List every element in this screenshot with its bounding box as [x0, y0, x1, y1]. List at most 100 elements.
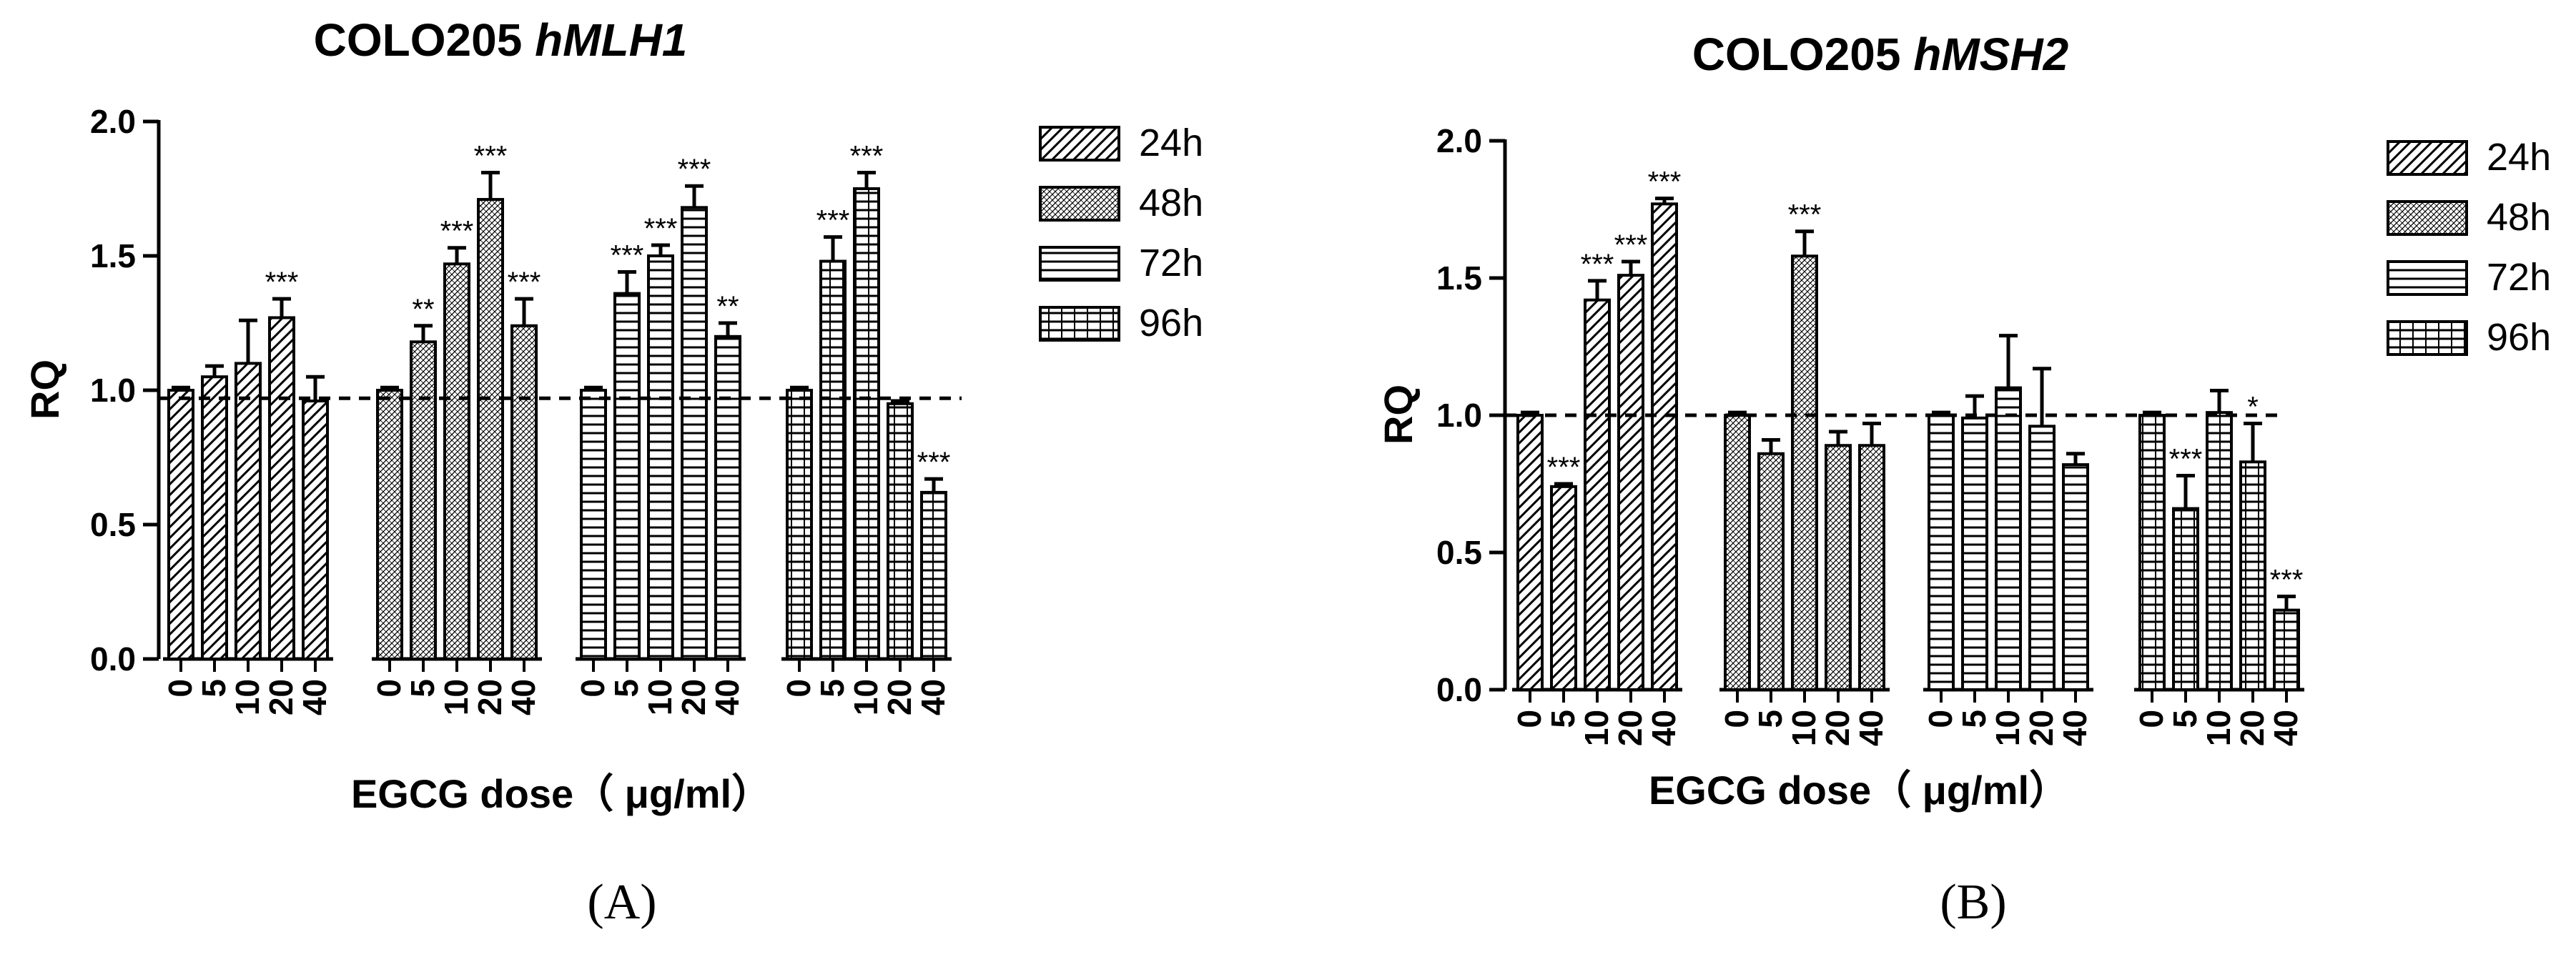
x-tick-label: 40	[505, 679, 542, 715]
legend-a: 24h 48h 72h 96h	[1039, 122, 1203, 344]
x-tick-label: 20	[675, 679, 712, 715]
x-tick-label: 5	[1752, 710, 1789, 728]
legend-swatch	[1039, 306, 1120, 342]
x-tick-label: 20	[262, 679, 300, 715]
x-tick-label: 0	[2133, 710, 2170, 728]
x-tick-label: 10	[438, 679, 475, 715]
bar	[819, 259, 847, 660]
y-tick-label: 1.5	[90, 237, 136, 274]
x-tick-label: 40	[2267, 710, 2304, 746]
bar	[410, 340, 437, 660]
x-tick-label: 10	[1785, 710, 1822, 746]
significance-label: ***	[474, 140, 508, 172]
title-a: COLO205 hMLH1	[314, 14, 688, 66]
x-tick-label: 0	[574, 679, 611, 698]
x-tick-label: 0	[370, 679, 408, 698]
legend-label: 72h	[2487, 256, 2551, 299]
bar	[714, 334, 741, 660]
bar	[1584, 298, 1611, 692]
bar	[302, 400, 329, 660]
plot-area-b: 0.00.51.01.52.005***10***20***40***0510*…	[1436, 122, 2304, 746]
x-tick-label: 5	[195, 679, 232, 698]
x-tick-label: 5	[608, 679, 645, 698]
xlabel-b: EGCG dose（ μg/ml）	[1649, 768, 2069, 813]
significance-label: ***	[265, 267, 299, 298]
bar	[2062, 463, 2089, 691]
bar	[786, 389, 813, 660]
y-tick-label: 0.5	[90, 506, 136, 543]
legend-b: 24h 48h 72h 96h	[2387, 136, 2551, 359]
x-tick-label: 10	[2200, 710, 2237, 746]
legend-label: 96h	[1139, 302, 1203, 344]
significance-label: ***	[2169, 443, 2203, 475]
y-tick-label: 0.0	[1436, 671, 1482, 708]
panel-label-b: (B)	[1940, 875, 2006, 930]
bar	[201, 375, 228, 660]
bar	[268, 316, 295, 660]
significance-label: ***	[1788, 199, 1822, 231]
legend-swatch	[1039, 186, 1120, 222]
x-tick-label: 10	[1989, 710, 2026, 746]
x-tick-label: 5	[814, 679, 851, 698]
bar	[1757, 452, 1785, 691]
significance-label: ***	[1581, 249, 1614, 280]
significance-label: ***	[917, 447, 951, 478]
legend-label: 48h	[1139, 182, 1203, 224]
x-tick-label: 20	[2023, 710, 2060, 746]
significance-label: *	[2247, 392, 2259, 423]
significance-label: ***	[508, 267, 541, 298]
bar	[1858, 444, 1885, 691]
x-tick-label: 40	[709, 679, 746, 715]
bar	[1724, 414, 1751, 691]
x-tick-label: 5	[1544, 710, 1581, 728]
y-tick-label: 0.0	[90, 640, 136, 678]
significance-label: ***	[850, 140, 884, 172]
legend-label: 72h	[1139, 242, 1203, 284]
x-tick-label: 40	[914, 679, 952, 715]
bar	[1995, 386, 2022, 691]
y-tick-label: 1.0	[90, 372, 136, 409]
bar	[510, 324, 538, 660]
bar	[2239, 460, 2266, 692]
bar	[1516, 414, 1544, 691]
y-tick-label: 2.0	[1436, 122, 1482, 159]
panel-label-a: (A)	[587, 875, 656, 930]
xlabel-a: EGCG dose（ μg/ml）	[351, 771, 771, 816]
y-tick-label: 0.5	[1436, 534, 1482, 571]
significance-label: ***	[644, 213, 678, 244]
bar	[613, 292, 641, 660]
legend-swatch	[2387, 200, 2468, 236]
y-tick-label: 1.5	[1436, 259, 1482, 297]
bar	[887, 402, 914, 660]
y-tick-label: 1.0	[1436, 397, 1482, 434]
bar	[1961, 416, 1988, 692]
significance-label: ***	[611, 240, 644, 272]
significance-label: ***	[816, 205, 850, 237]
bar	[2138, 414, 2166, 691]
significance-label: ***	[1614, 229, 1648, 261]
bar	[1550, 485, 1577, 692]
x-tick-label: 0	[1511, 710, 1548, 728]
panel-a: COLO205 hMLH1 RQ EGCG dose（ μg/ml） (A) 0…	[22, 14, 1203, 930]
bar	[1617, 274, 1644, 692]
bar	[2206, 411, 2233, 691]
significance-label: ***	[440, 216, 474, 247]
bar	[235, 362, 262, 660]
bar	[443, 262, 470, 660]
significance-label: ***	[678, 154, 711, 185]
significance-label: ***	[1648, 167, 1682, 198]
bar	[580, 389, 607, 660]
ylabel-b: RQ	[1376, 385, 1421, 445]
ylabel-a: RQ	[22, 360, 67, 420]
legend-swatch	[1039, 246, 1120, 282]
x-tick-label: 0	[780, 679, 817, 698]
x-tick-label: 0	[162, 679, 199, 698]
bar	[1928, 414, 1955, 691]
significance-label: **	[716, 291, 739, 322]
bar	[853, 187, 880, 660]
x-tick-label: 40	[1852, 710, 1890, 746]
significance-label: **	[412, 294, 434, 325]
x-tick-label: 20	[471, 679, 508, 715]
